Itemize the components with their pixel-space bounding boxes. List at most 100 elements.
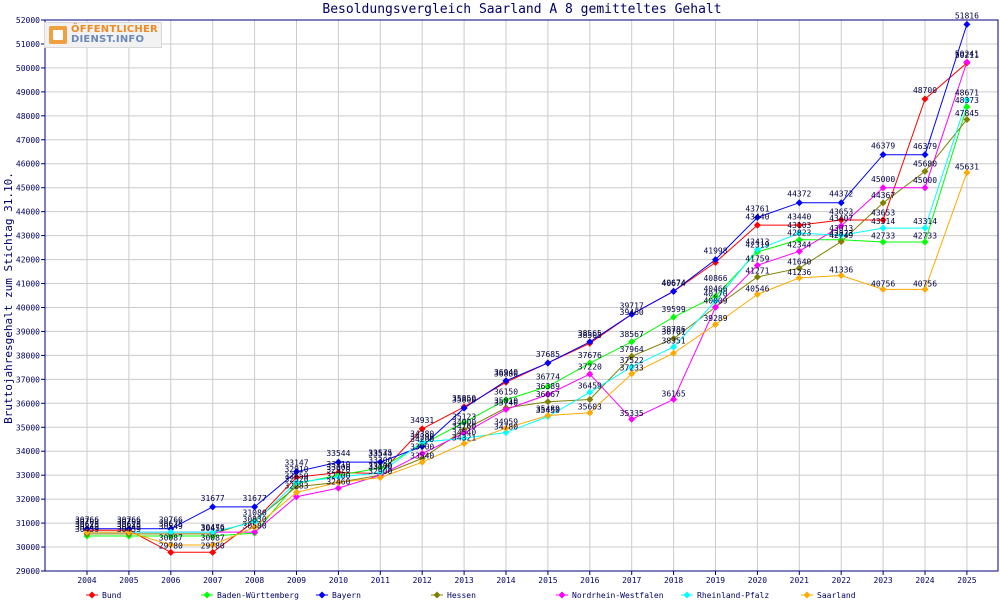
data-point-rheinland-pfalz [376, 469, 384, 477]
data-label: 42413 [745, 238, 769, 247]
x-tick-label: 2007 [203, 576, 222, 585]
y-tick-label: 36000 [16, 399, 40, 408]
y-tick-label: 33000 [16, 471, 40, 480]
data-point-baden-w-rttemberg [879, 238, 887, 246]
data-label: 41336 [829, 265, 853, 274]
data-label: 34959 [494, 418, 518, 427]
data-point-saarland [586, 409, 594, 417]
data-label: 35800 [452, 396, 476, 405]
data-label: 32520 [284, 475, 308, 484]
data-label: 38565 [578, 329, 602, 338]
y-tick-label: 37000 [16, 375, 40, 384]
data-label: 36940 [494, 368, 518, 377]
x-tick-label: 2021 [790, 576, 809, 585]
data-label: 45000 [871, 175, 895, 184]
y-tick-label: 41000 [16, 280, 40, 289]
data-label: 39289 [703, 314, 727, 323]
data-point-baden-w-rttemberg [460, 418, 468, 426]
data-label: 30476 [201, 523, 225, 532]
data-label: 38567 [620, 330, 644, 339]
data-point-rheinland-pfalz [167, 528, 175, 536]
data-label: 32700 [326, 471, 350, 480]
data-point-bund [879, 216, 887, 224]
data-point-bayern [921, 151, 929, 159]
data-label: 32910 [284, 465, 308, 474]
data-label: 37964 [620, 345, 644, 354]
data-label: 41998 [703, 247, 727, 256]
data-label: 30459 [75, 525, 99, 534]
data-point-bayern [251, 503, 259, 511]
data-label: 34200 [410, 435, 434, 444]
x-tick-label: 2008 [245, 576, 264, 585]
data-label: 32900 [368, 467, 392, 476]
data-label: 30625 [159, 520, 183, 529]
data-point-rheinland-pfalz [837, 231, 845, 239]
data-label: 30459 [201, 524, 225, 533]
data-label: 35740 [494, 399, 518, 408]
data-label: 36459 [578, 381, 602, 390]
data-point-bayern [879, 151, 887, 159]
data-point-bund [293, 473, 300, 481]
y-tick-label: 40000 [16, 303, 40, 312]
data-point-nordrhein-westfalen [879, 184, 887, 192]
legend-marker-hessen [433, 591, 441, 599]
y-tick-label: 42000 [16, 256, 40, 265]
data-point-bund [418, 425, 426, 433]
data-point-hessen [795, 264, 803, 272]
data-label: 38786 [662, 325, 686, 334]
data-label: 30703 [117, 518, 141, 527]
data-point-saarland [670, 349, 678, 357]
data-label: 37220 [578, 363, 602, 372]
y-axis-label: Bruttojahresgehalt zum Stichtag 31.10. [2, 172, 15, 424]
legend-label-nordrhein-westfalen: Nordrhein-Westfalen [572, 591, 664, 600]
data-point-bund [921, 95, 929, 103]
data-point-rheinland-pfalz [502, 429, 510, 437]
data-label: 48671 [955, 88, 979, 97]
x-tick-label: 2005 [119, 576, 138, 585]
data-label: 37233 [620, 363, 644, 372]
legend-label-bayern: Bayern [332, 591, 361, 600]
data-label: 30580 [243, 522, 267, 531]
data-label: 41236 [787, 268, 811, 277]
data-point-nordrhein-westfalen [921, 184, 929, 192]
y-tick-label: 35000 [16, 423, 40, 432]
series-line-saarland [87, 172, 968, 546]
logo-text-line-2: DIENST.INFO [71, 34, 145, 45]
data-label: 33575 [368, 448, 392, 457]
y-tick-label: 34000 [16, 447, 40, 456]
data-label: 40270 [703, 290, 727, 299]
data-label: 36389 [536, 382, 560, 391]
data-point-saarland [460, 440, 468, 448]
data-label: 30087 [159, 533, 183, 542]
data-label: 38505 [578, 331, 602, 340]
data-point-nordrhein-westfalen [712, 303, 719, 311]
x-tick-label: 2014 [496, 576, 515, 585]
y-tick-label: 38000 [16, 351, 40, 360]
data-point-bayern [209, 503, 217, 511]
data-point-saarland [963, 169, 971, 177]
data-label: 32650 [284, 472, 308, 481]
data-point-saarland [293, 488, 300, 496]
y-tick-label: 47000 [16, 136, 40, 145]
data-label: 37685 [536, 350, 560, 359]
data-label: 50211 [955, 51, 979, 60]
data-label: 50241 [955, 50, 979, 59]
data-label: 30087 [201, 533, 225, 542]
data-point-bayern [376, 458, 384, 466]
data-label: 30549 [75, 522, 99, 531]
data-point-saarland [418, 458, 426, 466]
x-tick-label: 2017 [622, 576, 641, 585]
series-markers [83, 20, 971, 556]
data-label: 35850 [452, 394, 476, 403]
data-point-rheinland-pfalz [251, 518, 259, 526]
data-label: 43013 [829, 224, 853, 233]
data-point-saarland [83, 528, 91, 536]
data-label: 33544 [368, 450, 392, 459]
data-point-rheinland-pfalz [628, 363, 636, 371]
data-label: 34760 [452, 422, 476, 431]
legend-label-rheinland-pfalz: Rheinland-Pfalz [697, 591, 769, 600]
data-point-baden-w-rttemberg [921, 238, 929, 246]
data-point-nordrhein-westfalen [795, 247, 803, 255]
data-point-nordrhein-westfalen [837, 222, 845, 230]
data-point-baden-w-rttemberg [544, 383, 552, 391]
